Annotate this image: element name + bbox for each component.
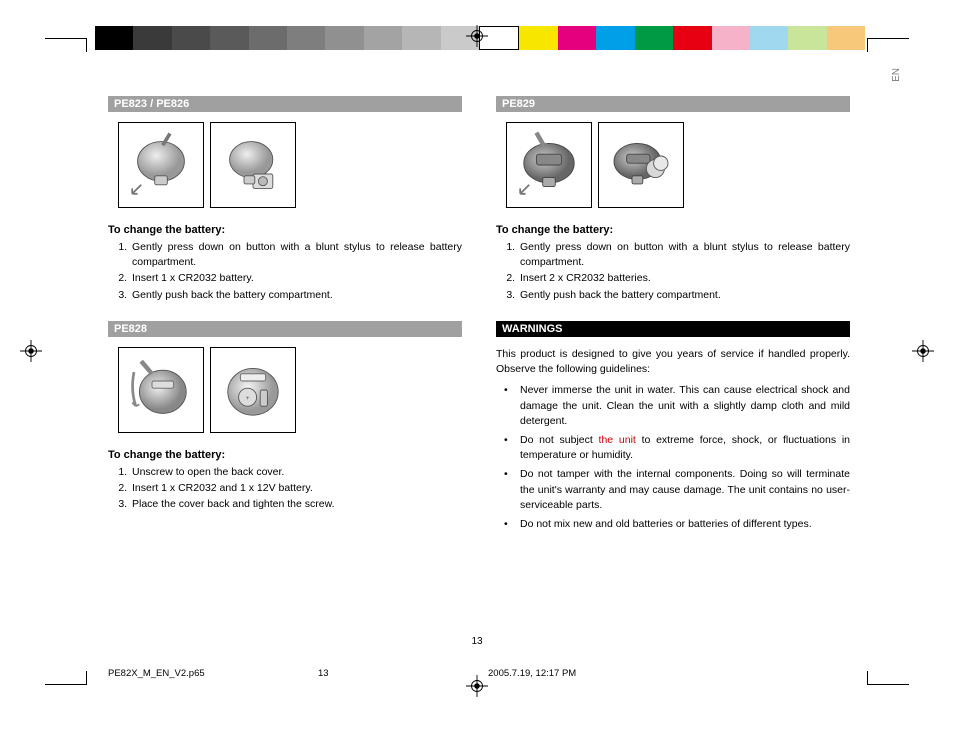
figure-unscrew-cover (118, 347, 204, 433)
crop-mark (867, 38, 909, 39)
figure-device-press (506, 122, 592, 208)
list-item: Unscrew to open the back cover. (130, 465, 462, 480)
section-heading-pe823-826: PE823 / PE826 (108, 96, 462, 112)
list-item: Do not subject the unit to extreme force… (510, 433, 850, 463)
figure-row: + (118, 347, 462, 433)
footer-timestamp: 2005.7.19, 12:17 PM (488, 668, 850, 679)
list-item: Insert 1 x CR2032 and 1 x 12V battery. (130, 481, 462, 496)
language-tab: EN (891, 68, 902, 82)
footer-filename: PE82X_M_EN_V2.p65 (108, 668, 318, 679)
crop-mark (867, 38, 868, 52)
warnings-list: Never immerse the unit in water. This ca… (496, 383, 850, 532)
section-heading-pe828: PE828 (108, 321, 462, 337)
figure-pedometer-open (210, 122, 296, 208)
figure-row (506, 122, 850, 208)
crop-mark (867, 671, 868, 685)
warnings-intro: This product is designed to give you yea… (496, 347, 850, 377)
right-column: PE829 To change the battery: (496, 96, 850, 536)
list-item: Never immerse the unit in water. This ca… (510, 383, 850, 429)
list-item: Do not mix new and old batteries or batt… (510, 517, 850, 532)
list-item: Gently push back the battery compartment… (518, 288, 850, 303)
steps-list: Gently press down on button with a blunt… (496, 240, 850, 303)
figure-battery-compartment: + (210, 347, 296, 433)
subheading: To change the battery: (108, 449, 462, 461)
steps-list: Unscrew to open the back cover. Insert 1… (108, 465, 462, 513)
figure-device-open (598, 122, 684, 208)
print-footer: PE82X_M_EN_V2.p65 13 2005.7.19, 12:17 PM (108, 668, 850, 679)
figure-pedometer-closed (118, 122, 204, 208)
footer-page: 13 (318, 668, 488, 679)
left-column: PE823 / PE826 To change the battery: Ge (108, 96, 462, 536)
highlighted-text: the unit (599, 434, 636, 446)
crop-mark (86, 671, 87, 685)
list-item: Gently push back the battery compartment… (130, 288, 462, 303)
svg-text:+: + (246, 395, 250, 402)
section-heading-pe829: PE829 (496, 96, 850, 112)
list-item: Insert 2 x CR2032 batteries. (518, 271, 850, 286)
registration-mark-icon (20, 340, 42, 362)
page-content: PE823 / PE826 To change the battery: Ge (108, 96, 850, 536)
subheading: To change the battery: (108, 224, 462, 236)
registration-mark-icon (466, 25, 488, 47)
crop-mark (45, 684, 87, 685)
steps-list: Gently press down on button with a blunt… (108, 240, 462, 303)
page-number: 13 (0, 636, 954, 647)
crop-mark (86, 38, 87, 52)
registration-mark-icon (912, 340, 934, 362)
subheading: To change the battery: (496, 224, 850, 236)
list-item: Place the cover back and tighten the scr… (130, 497, 462, 512)
crop-mark (45, 38, 87, 39)
list-item: Gently press down on button with a blunt… (518, 240, 850, 270)
list-item: Insert 1 x CR2032 battery. (130, 271, 462, 286)
list-item: Gently press down on button with a blunt… (130, 240, 462, 270)
section-heading-warnings: WARNINGS (496, 321, 850, 337)
crop-mark (867, 684, 909, 685)
figure-row (118, 122, 462, 208)
list-item: Do not tamper with the internal componen… (510, 467, 850, 513)
